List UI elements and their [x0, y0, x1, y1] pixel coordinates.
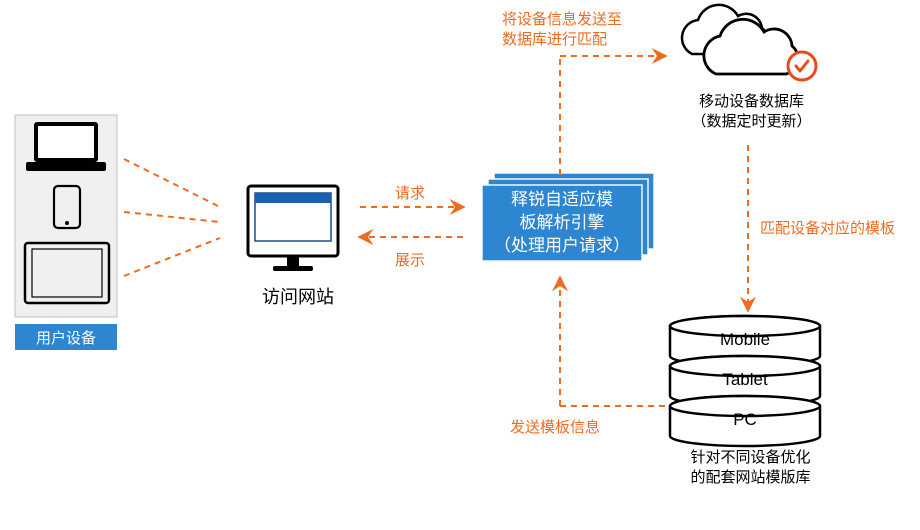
user-devices-label-text: 用户设备 [36, 327, 96, 348]
engine-line3: （处理用户请求） [482, 235, 642, 258]
user-devices-label: 用户设备 [15, 324, 117, 350]
engine-line2: 板解析引擎 [482, 212, 642, 235]
engine-line1: 释锐自适应模 [482, 189, 642, 212]
edge-label-response: 展示 [395, 251, 425, 271]
visit-site-label: 访问网站 [243, 286, 353, 309]
db-layer: PC [670, 410, 820, 430]
cloud-db-label: 移动设备数据库 （数据定时更新） [674, 92, 829, 131]
edge-label-to-cloud-1: 将设备信息发送至 [502, 10, 652, 30]
edge-label-db-to-engine: 发送模板信息 [510, 418, 600, 438]
edge-label-to-cloud-2: 数据库进行匹配 [502, 30, 652, 50]
edge-label-cloud-to-db: 匹配设备对应的模板 [760, 219, 910, 239]
engine-box-text: 释锐自适应模 板解析引擎 （处理用户请求） [482, 189, 642, 258]
db-layer: Tablet [670, 370, 820, 390]
cloud-db-label-1: 移动设备数据库 [674, 92, 829, 112]
cloud-db-label-2: （数据定时更新） [674, 112, 829, 132]
edge-label-to-cloud: 将设备信息发送至 数据库进行匹配 [502, 10, 652, 51]
db-layer: Mobile [670, 330, 820, 350]
template-db-label: 针对不同设备优化 的配套网站模版库 [668, 448, 833, 487]
template-db-label-2: 的配套网站模版库 [668, 468, 833, 488]
edge-label-request: 请求 [395, 184, 425, 204]
template-db-label-1: 针对不同设备优化 [668, 448, 833, 468]
